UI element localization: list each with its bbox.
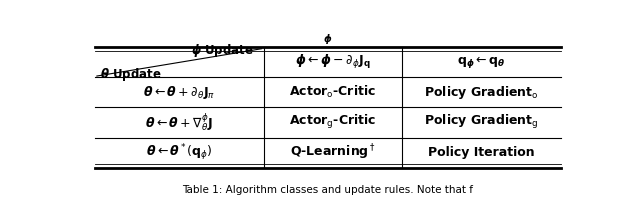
Text: $\boldsymbol{\theta}$ Update: $\boldsymbol{\theta}$ Update (100, 66, 161, 83)
Text: Actor$_\mathrm{o}$-Critic: Actor$_\mathrm{o}$-Critic (289, 84, 376, 101)
Text: Policy Gradient$_\mathrm{g}$: Policy Gradient$_\mathrm{g}$ (424, 114, 539, 132)
Text: Policy Iteration: Policy Iteration (428, 146, 535, 159)
Text: $\mathbf{q}_{\boldsymbol{\phi}} \leftarrow \mathbf{q}_{\boldsymbol{\theta}}$: $\mathbf{q}_{\boldsymbol{\phi}} \leftarr… (458, 54, 506, 70)
Text: $\boldsymbol{\phi} \leftarrow \boldsymbol{\phi} - \partial_\phi \mathbf{J}_\math: $\boldsymbol{\phi} \leftarrow \boldsymbo… (295, 53, 371, 71)
Text: Q-Learning$^\dagger$: Q-Learning$^\dagger$ (290, 143, 376, 162)
Text: $\boldsymbol{\theta} \leftarrow \boldsymbol{\theta} + \partial_\theta \mathbf{J}: $\boldsymbol{\theta} \leftarrow \boldsym… (143, 84, 215, 101)
Text: $\boldsymbol{\phi}$: $\boldsymbol{\phi}$ (323, 32, 333, 46)
Text: $\boldsymbol{\theta} \leftarrow \boldsymbol{\theta}^*(\mathbf{q}_\phi)$: $\boldsymbol{\theta} \leftarrow \boldsym… (146, 142, 212, 163)
Text: Policy Gradient$_\mathrm{o}$: Policy Gradient$_\mathrm{o}$ (424, 84, 539, 101)
Text: Actor$_\mathrm{g}$-Critic: Actor$_\mathrm{g}$-Critic (289, 114, 377, 132)
Text: $\boldsymbol{\theta} \leftarrow \boldsymbol{\theta} + \nabla_\theta^\phi \mathbf: $\boldsymbol{\theta} \leftarrow \boldsym… (145, 112, 213, 133)
Text: Table 1: Algorithm classes and update rules. Note that f: Table 1: Algorithm classes and update ru… (182, 185, 474, 195)
Text: $\boldsymbol{\phi}$ Update: $\boldsymbol{\phi}$ Update (191, 42, 253, 59)
